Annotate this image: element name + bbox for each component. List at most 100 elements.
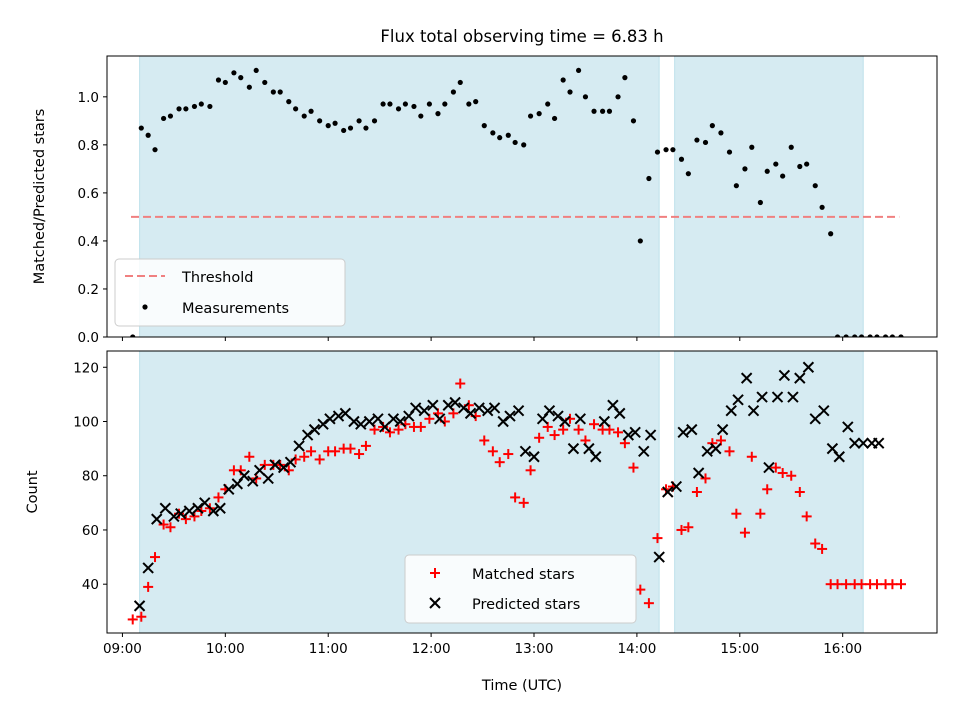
predicted-point (199, 497, 211, 509)
measurement-point (411, 103, 417, 110)
matched-point (786, 470, 797, 481)
predicted-point (747, 404, 760, 417)
matched-point (503, 449, 514, 460)
measurement-point (207, 103, 213, 110)
predicted-point (598, 415, 611, 428)
measurement-point (780, 173, 786, 179)
predicted-point (763, 461, 775, 474)
predicted-point (379, 421, 391, 433)
matched-point (345, 443, 356, 454)
y-tick-label: 0.8 (78, 138, 99, 154)
measurement-point (145, 132, 151, 138)
matched-point (455, 378, 466, 389)
axes-frame (106, 55, 938, 338)
measurement-point (527, 113, 534, 119)
measurement-point (198, 101, 204, 107)
measurement-point (246, 84, 252, 90)
predicted-point (192, 502, 204, 514)
matched-point (589, 419, 600, 430)
measurement-point (325, 123, 331, 129)
measurement-point (709, 123, 715, 129)
predicted-point (363, 415, 376, 428)
predicted-point (277, 461, 290, 474)
predicted-point (716, 423, 729, 436)
predicted-point (756, 391, 768, 403)
y-tick-label: 0.2 (78, 282, 99, 298)
measurement-point (858, 334, 865, 337)
measurement-point (834, 334, 841, 337)
matched-point (841, 579, 852, 590)
predicted-point (175, 507, 187, 520)
measurement-point (889, 334, 896, 337)
matched-point (143, 581, 154, 592)
legend-measurement-swatch (142, 304, 148, 310)
measurement-point (622, 75, 628, 81)
predicted-point (223, 483, 235, 495)
predicted-point (394, 415, 406, 428)
measurement-point (733, 183, 739, 189)
legend-threshold-label: Threshold (181, 270, 253, 286)
matched-point (244, 451, 255, 462)
measurement-point (231, 70, 237, 76)
measurement-point (380, 101, 386, 107)
predicted-point (159, 502, 172, 514)
predicted-point (142, 562, 154, 574)
y-tick-label: 60 (82, 523, 99, 539)
measurement-point (867, 334, 873, 337)
matched-point (127, 614, 138, 625)
matched-point (676, 524, 687, 535)
matched-point (573, 424, 584, 435)
y-tick-label: 0.6 (78, 186, 99, 202)
predicted-point (686, 423, 698, 436)
predicted-point (809, 413, 821, 425)
legend-box (114, 258, 346, 327)
measurement-point (630, 118, 637, 124)
predicted-point (418, 404, 430, 417)
matched-point (691, 487, 702, 497)
measurement-point (685, 171, 691, 177)
predicted-point (519, 445, 532, 458)
predicted-point (692, 467, 705, 479)
measurement-point (582, 94, 589, 100)
x-tick-label: 13:00 (515, 641, 554, 657)
measurement-point (882, 334, 889, 337)
measurement-point (253, 67, 259, 74)
predicted-point (332, 410, 345, 422)
measurement-point (466, 101, 472, 107)
matched-point (384, 427, 395, 438)
predicted-point (133, 600, 146, 612)
measurement-point (551, 115, 558, 122)
measurement-point (301, 113, 307, 119)
predicted-point (449, 396, 461, 409)
measurement-point (536, 111, 542, 117)
predicted-point (629, 426, 641, 439)
measurement-point (152, 147, 158, 153)
measurement-point (812, 183, 818, 189)
matched-point (871, 579, 882, 590)
predicted-point (794, 372, 806, 384)
predicted-point (614, 407, 626, 420)
predicted-point (653, 551, 665, 563)
measurement-point (332, 120, 338, 126)
predicted-point (308, 423, 321, 436)
matched-point (700, 473, 711, 484)
measurement-point (167, 113, 174, 119)
predicted-point (701, 445, 713, 458)
x-tick-label: 11:00 (309, 641, 348, 657)
measurement-point (663, 147, 669, 153)
measurement-point (363, 125, 369, 131)
legend-predicted-swatch (429, 597, 441, 609)
matched-point (150, 552, 161, 563)
matched-point (510, 492, 521, 503)
ratio-panel: 0.0 0.2 0.4 0.6 0.8 1.0 Matched/Predicted star… (32, 55, 938, 346)
measurement-point (575, 67, 582, 74)
legend-predicted-label: Predicted stars (472, 597, 580, 613)
predicted-point (168, 510, 180, 523)
predicted-point (512, 404, 525, 417)
matched-point (746, 451, 757, 462)
measurement-point (347, 125, 354, 131)
predicted-point (872, 437, 885, 449)
measurement-point (457, 79, 463, 86)
measurement-point (138, 125, 144, 131)
measurement-point (371, 118, 378, 124)
